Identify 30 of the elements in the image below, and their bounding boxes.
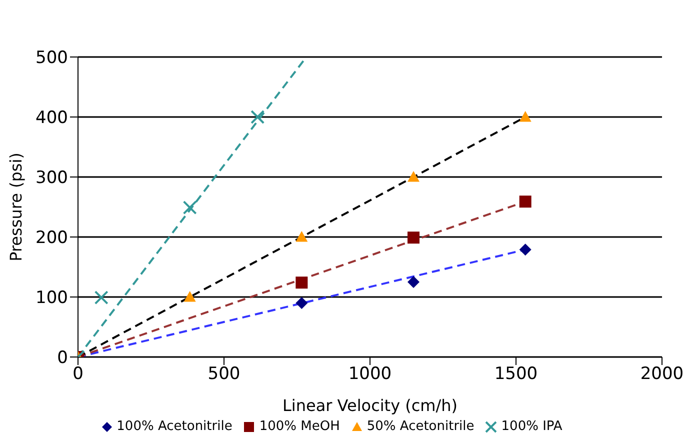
point (408, 171, 420, 182)
y-tick-label: 400 (36, 108, 68, 128)
legend-label: 100% IPA (501, 419, 562, 434)
point (296, 231, 308, 242)
x-tick-label: 1500 (494, 364, 538, 384)
y-tick-label: 500 (36, 48, 68, 68)
y-tick-label: 200 (36, 228, 68, 248)
point (182, 200, 197, 215)
point (296, 276, 308, 289)
point (408, 232, 420, 244)
point (519, 196, 532, 208)
point (519, 111, 532, 122)
legend-label: 100% MeOH (259, 419, 340, 434)
point (519, 244, 532, 256)
legend-label: 100% Acetonitrile (116, 419, 232, 434)
y-tick-label: 100 (36, 288, 68, 308)
x-axis-title: Linear Velocity (cm/h) (282, 396, 458, 415)
point (408, 276, 420, 288)
point (94, 290, 108, 305)
x-tick-label: 500 (208, 364, 240, 384)
point (296, 297, 308, 309)
y-tick-label: 0 (57, 348, 68, 368)
x-tick-label: 1000 (348, 364, 392, 384)
y-axis-title: Pressure (psi) (6, 152, 26, 262)
x-tick-label: 0 (72, 364, 84, 384)
point (184, 291, 196, 302)
point (250, 110, 265, 124)
y-tick-label: 300 (36, 168, 68, 188)
x-tick-label: 2000 (640, 364, 684, 384)
legend-label: 50% Acetonitrile (366, 419, 474, 434)
